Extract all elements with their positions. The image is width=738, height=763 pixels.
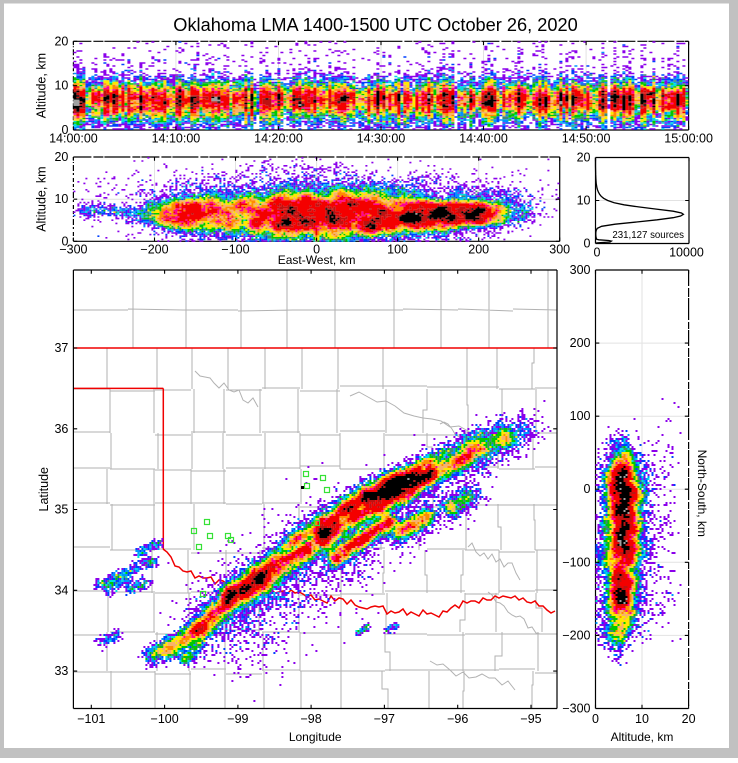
svg-text:−99: −99 — [227, 712, 248, 726]
svg-text:East-West, km: East-West, km — [278, 253, 356, 267]
svg-text:0: 0 — [584, 482, 591, 496]
svg-text:Oklahoma LMA 1400-1500 UTC Oct: Oklahoma LMA 1400-1500 UTC October 26, 2… — [173, 15, 577, 35]
svg-text:14:50:00: 14:50:00 — [562, 132, 611, 146]
svg-text:14:40:00: 14:40:00 — [459, 132, 508, 146]
svg-text:Longitude: Longitude — [289, 730, 342, 744]
svg-text:10000: 10000 — [669, 246, 704, 260]
svg-text:−98: −98 — [300, 712, 321, 726]
svg-text:0: 0 — [594, 246, 601, 260]
svg-text:34: 34 — [54, 583, 68, 597]
svg-text:−300: −300 — [59, 243, 87, 257]
svg-text:−100: −100 — [562, 555, 590, 569]
svg-text:−97: −97 — [374, 712, 395, 726]
svg-text:Altitude, km: Altitude, km — [611, 730, 674, 744]
svg-text:−100: −100 — [221, 243, 249, 257]
svg-text:−300: −300 — [562, 702, 590, 716]
svg-text:14:10:00: 14:10:00 — [152, 132, 201, 146]
svg-text:0: 0 — [592, 712, 599, 726]
svg-text:100: 100 — [570, 409, 591, 423]
svg-text:−95: −95 — [520, 712, 541, 726]
svg-text:−200: −200 — [562, 628, 590, 642]
svg-text:300: 300 — [570, 263, 591, 277]
svg-text:Altitude, km: Altitude, km — [35, 53, 49, 118]
svg-text:10: 10 — [635, 712, 649, 726]
svg-text:0: 0 — [584, 237, 591, 251]
svg-text:−101: −101 — [77, 712, 105, 726]
svg-text:33: 33 — [54, 664, 68, 678]
svg-text:10: 10 — [54, 79, 68, 93]
svg-text:−200: −200 — [140, 243, 168, 257]
svg-text:10: 10 — [54, 192, 68, 206]
svg-text:−96: −96 — [447, 712, 468, 726]
svg-text:36: 36 — [54, 422, 68, 436]
svg-text:14:00:00: 14:00:00 — [49, 132, 98, 146]
svg-text:North-South, km: North-South, km — [695, 450, 709, 537]
svg-text:200: 200 — [570, 336, 591, 350]
svg-text:0: 0 — [61, 234, 68, 248]
svg-text:35: 35 — [54, 503, 68, 517]
svg-text:10: 10 — [577, 194, 591, 208]
svg-text:20: 20 — [54, 150, 68, 164]
svg-text:15:00:00: 15:00:00 — [664, 132, 713, 146]
svg-text:300: 300 — [549, 243, 570, 257]
svg-text:−100: −100 — [151, 712, 179, 726]
svg-text:20: 20 — [54, 34, 68, 48]
svg-text:20: 20 — [577, 151, 591, 165]
svg-text:Altitude, km: Altitude, km — [35, 166, 49, 231]
svg-text:100: 100 — [387, 243, 408, 257]
svg-text:0: 0 — [313, 243, 320, 257]
svg-text:37: 37 — [54, 341, 68, 355]
svg-text:0: 0 — [61, 123, 68, 137]
svg-text:20: 20 — [682, 712, 696, 726]
svg-text:14:20:00: 14:20:00 — [254, 132, 303, 146]
svg-text:231,127 sources: 231,127 sources — [612, 230, 684, 241]
svg-text:Latitude: Latitude — [37, 467, 51, 512]
svg-text:14:30:00: 14:30:00 — [357, 132, 406, 146]
svg-text:200: 200 — [468, 243, 489, 257]
